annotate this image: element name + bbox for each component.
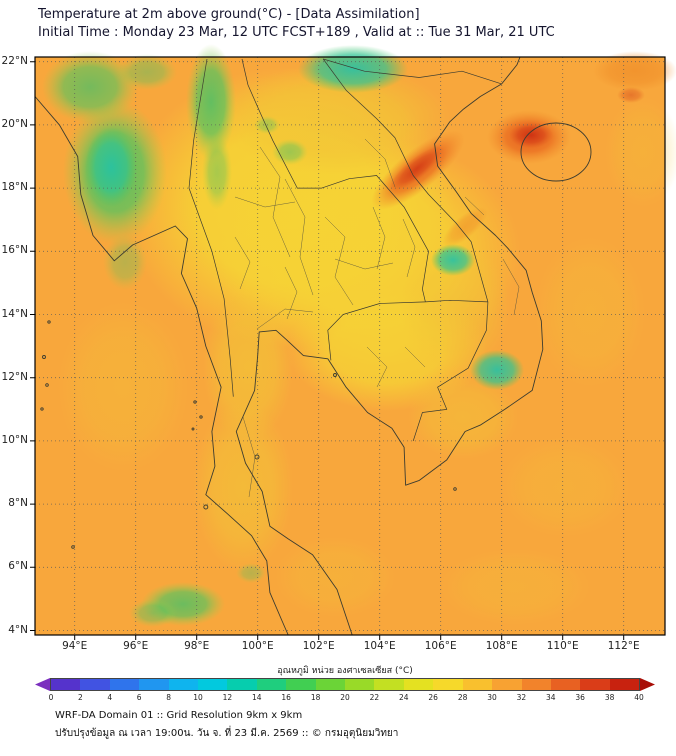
colorbar-tick-label: 40 (634, 693, 644, 702)
coastline (34, 56, 592, 636)
lon-tick-label: 104°E (363, 640, 396, 652)
colorbar-segment (198, 679, 228, 690)
lon-axis: 94°E 96°E 98°E 100°E 102°E 104°E 106°E 108°E 110… (35, 640, 665, 654)
colorbar-segment (521, 679, 551, 690)
colorbar-segment (168, 679, 199, 690)
lon-tick-label: 96°E (123, 640, 149, 652)
lat-tick-label: 18°N (1, 181, 28, 194)
header: Temperature at 2m above ground(°C) - [Da… (38, 6, 555, 42)
temperature-map-canvas (30, 44, 676, 640)
colorbar-tick-label: 14 (252, 693, 262, 702)
colorbar-segment (609, 679, 640, 690)
temperature-field (42, 44, 676, 627)
lat-axis: 22°N 20°N 18°N 16°N 14°N 12°N 10°N 8°N 6°N 4°N (0, 54, 31, 636)
lat-tick-label: 8°N (8, 497, 28, 510)
lon-tick-label: 108°E (485, 640, 518, 652)
colorbar-segment (315, 679, 346, 690)
lat-tick-label: 14°N (1, 307, 28, 320)
colorbar-arrow-left (35, 678, 50, 691)
page-subtitle: Initial Time : Monday 23 Mar, 12 UTC FCS… (38, 25, 555, 40)
gridlines (35, 57, 665, 635)
lat-tick-label: 10°N (1, 433, 28, 446)
colorbar-segment (80, 679, 110, 690)
colorbar-segment (109, 679, 140, 690)
lon-tick-label: 102°E (302, 640, 335, 652)
lon-tick-label: 100°E (241, 640, 274, 652)
colorbar-tick-label: 38 (604, 693, 615, 702)
lat-tick-label: 12°N (1, 370, 28, 383)
colorbar-segment (51, 679, 81, 690)
lat-tick-label: 22°N (1, 54, 28, 67)
colorbar-tick-label: 26 (428, 693, 438, 702)
colorbar-segment (286, 679, 316, 690)
colorbar-segment (580, 679, 610, 690)
colorbar-segment (433, 679, 463, 690)
hainan-island-outline (520, 122, 592, 182)
colorbar-tick-label: 10 (193, 693, 203, 702)
lon-tick-label: 98°E (184, 640, 210, 652)
colorbar-tick-label: 34 (546, 693, 556, 702)
colorbar-label: อุณหภูมิ หน่วย องศาเซลเซียส (°C) (277, 666, 413, 676)
colorbar-segment (345, 679, 375, 690)
colorbar-tick-label: 8 (166, 693, 171, 702)
colorbar-tick-label: 4 (107, 693, 113, 702)
small-islands (40, 320, 457, 549)
map-frame (30, 44, 676, 640)
lon-tick-label: 110°E (546, 640, 579, 652)
footer-domain-info: WRF-DA Domain 01 :: Grid Resolution 9km … (55, 710, 303, 721)
colorbar-tick-label: 32 (516, 693, 527, 702)
colorbar-ticks: 0 2 4 6 8 10 12 14 16 18 20 22 24 26 28 30 32 34 36 38 40 (35, 693, 655, 703)
colorbar-tick-label: 0 (48, 693, 54, 702)
lon-tick-label: 106°E (424, 640, 457, 652)
colorbar-tick-label: 24 (399, 693, 409, 702)
colorbar-tick-label: 12 (222, 693, 233, 702)
colorbar-tick-label: 20 (340, 693, 350, 702)
colorbar (35, 678, 655, 691)
colorbar-segment (256, 679, 287, 690)
province-borders (234, 138, 520, 498)
colorbar-tick-label: 18 (310, 693, 321, 702)
colorbar-segment (374, 679, 404, 690)
colorbar-arrow-right (640, 678, 655, 691)
map-border (34, 56, 666, 636)
colorbar-body (50, 678, 640, 691)
colorbar-tick-label: 6 (136, 693, 142, 702)
lat-tick-label: 6°N (8, 560, 28, 573)
colorbar-tick-label: 30 (487, 693, 497, 702)
colorbar-tick-label: 22 (369, 693, 380, 702)
colorbar-tick-label: 2 (78, 693, 83, 702)
colorbar-segment (403, 679, 434, 690)
colorbar-segment (139, 679, 169, 690)
axis-tick-marks (30, 61, 625, 640)
colorbar-segment (462, 679, 493, 690)
colorbar-segment (227, 679, 257, 690)
lon-tick-label: 112°E (607, 640, 640, 652)
country-borders (188, 58, 502, 442)
lat-tick-label: 20°N (1, 117, 28, 130)
colorbar-segment (492, 679, 522, 690)
colorbar-segment (550, 679, 581, 690)
page-title: Temperature at 2m above ground(°C) - [Da… (38, 7, 420, 22)
footer-update-info: ปรับปรุงข้อมูล ณ เวลา 19:00น. วัน จ. ที่… (55, 728, 399, 739)
colorbar-tick-label: 36 (575, 693, 585, 702)
colorbar-tick-label: 16 (281, 693, 291, 702)
lon-tick-label: 94°E (62, 640, 88, 652)
lat-tick-label: 4°N (8, 623, 28, 636)
lat-tick-label: 16°N (1, 244, 28, 257)
colorbar-tick-label: 28 (457, 693, 468, 702)
